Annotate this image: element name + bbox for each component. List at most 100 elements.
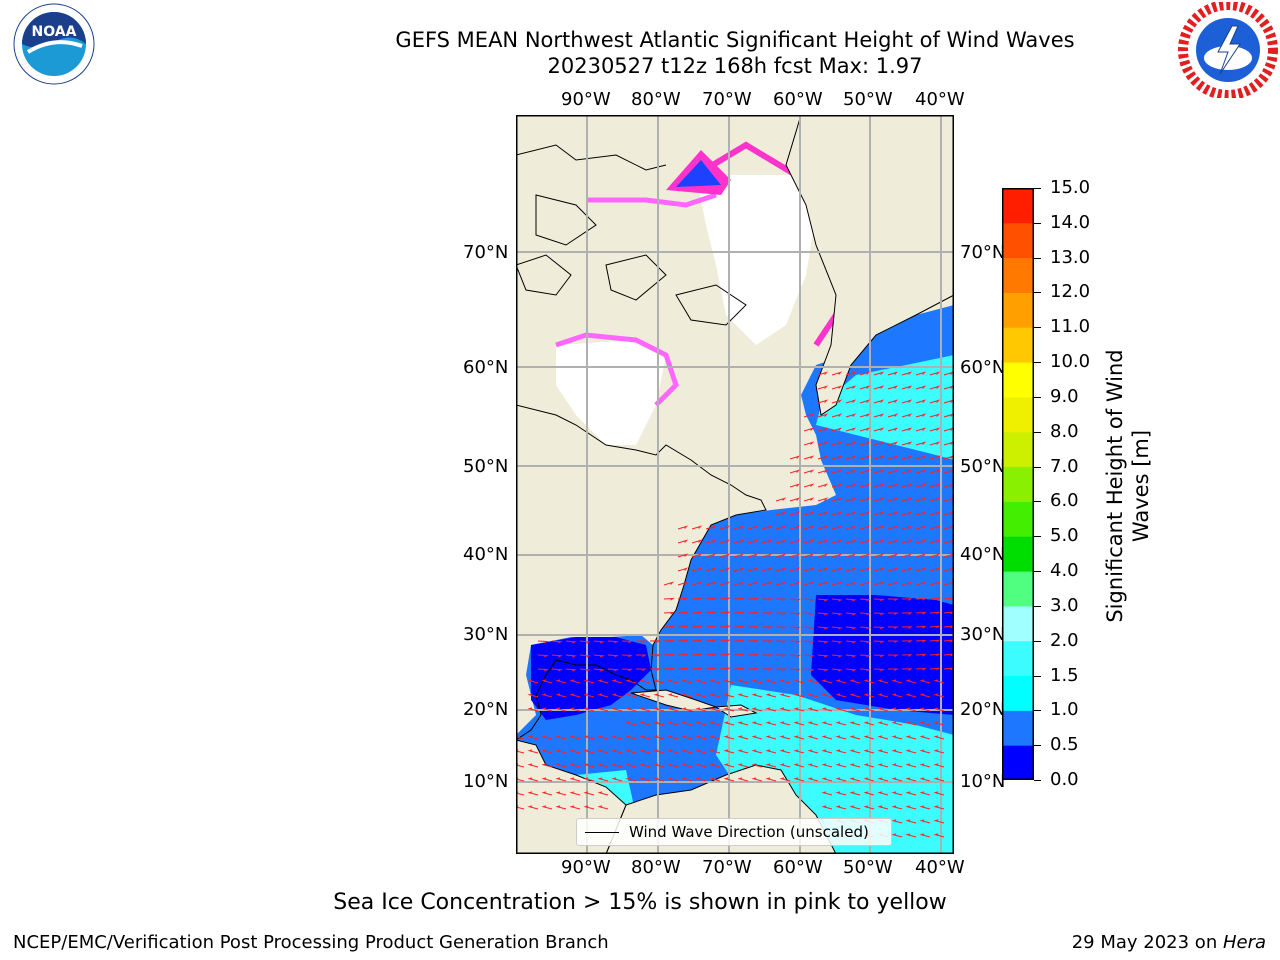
wave-direction-arrow [779,693,791,698]
wave-direction-arrow [845,654,857,658]
wave-direction-arrow [639,749,651,754]
wave-direction-arrow [653,735,665,740]
wave-direction-arrow [793,749,805,754]
wave-direction-arrow [719,625,731,629]
wave-direction-arrow [635,640,647,644]
wave-direction-arrow [803,668,815,672]
wave-direction-arrow [593,640,605,644]
wave-direction-arrow [803,626,815,630]
wave-direction-arrow [817,371,829,376]
wave-direction-arrow [803,427,815,432]
wave-direction-arrow [845,567,857,572]
wave-direction-arrow [915,639,927,643]
wave-direction-arrow [905,679,917,684]
lon-label-bottom-70w: 70°W [702,857,752,878]
colorbar-tick-mark [1034,571,1041,573]
wave-direction-arrow [891,679,903,684]
wave-direction-arrow [821,735,833,740]
gridlines [516,115,954,854]
wave-direction-arrow [831,511,843,516]
wave-direction-arrow [929,611,941,615]
wave-direction-arrow [789,497,801,502]
wave-direction-arrow [579,654,591,658]
wave-direction-arrow [667,721,679,726]
wave-direction-arrow [751,777,763,782]
wave-direction-arrow [611,749,623,754]
wave-direction-arrow [831,525,843,530]
wave-direction-arrow [709,763,721,768]
wave-direction-arrow [859,525,871,530]
wave-direction-arrow [537,668,549,672]
wave-direction-arrow [621,640,633,644]
wave-direction-arrow [933,833,945,838]
wave-direction-arrow [793,679,805,684]
wave-direction-arrow [775,626,787,630]
wave-direction-arrow [775,567,787,572]
wave-direction-arrow [915,525,927,530]
wave-direction-arrow [527,777,539,782]
wave-direction-arrow [565,668,577,672]
wave-direction-arrow [887,567,899,572]
wave-direction-arrow [695,749,707,754]
wave-direction-arrow [873,654,885,658]
colorbar-tick-mark [1034,501,1041,503]
wave-direction-arrow [611,679,623,684]
wave-direction-arrow [555,679,567,684]
wave-direction-arrow [915,469,927,474]
wave-direction-arrow [887,441,899,446]
wave-direction-arrow [593,668,605,672]
wave-direction-arrow [891,833,903,838]
wave-direction-arrow [653,749,665,754]
wave-direction-arrow [859,371,871,376]
wave-direction-arrow [789,581,801,586]
wave-direction-arrow [873,469,885,474]
wave-direction-arrow [915,371,927,376]
wave-direction-arrow [849,791,861,796]
wave-direction-arrow [863,749,875,754]
na-coastline [516,404,767,741]
wave-direction-arrow [915,413,927,418]
wave-direction-arrow [915,511,927,516]
wave-direction-arrow [765,679,777,684]
wave-direction-arrow [845,441,857,446]
wave-direction-arrow [831,539,843,544]
wave-direction-arrow [835,791,847,796]
wave-direction-arrow [527,679,539,684]
colorbar-segment [1002,362,1034,398]
colorbar-tick-mark [1034,605,1041,607]
wave-direction-arrow [719,597,731,601]
wave-direction-arrow [789,598,801,602]
wave-direction-arrow [607,654,619,658]
wave-direction-arrow [901,539,913,544]
wave-direction-arrow [901,581,913,586]
wave-direction-arrow [639,693,651,698]
colorbar-tick-mark [1034,327,1041,329]
wave-direction-arrow [817,483,829,488]
wave-direction-arrow [541,707,553,712]
wave-direction-arrow [555,777,567,782]
lon-label-top-50w: 50°W [843,89,893,110]
wave-direction-arrow [555,693,567,698]
wave-direction-arrow [933,693,945,698]
wave-direction-arrow [905,749,917,754]
wave-direction-arrow [625,749,637,754]
wave-direction-arrow [597,777,609,782]
map-subtitle: 20230527 t12z 168h fcst Max: 1.97 [547,54,923,78]
wave-direction-arrow [737,763,749,768]
wave-direction-arrow [887,399,899,404]
colorbar-tick-label: 12.0 [1050,281,1091,303]
wave-direction-arrow [817,581,829,586]
wave-direction-arrow [845,427,857,432]
wave-direction-arrow [821,707,833,712]
lon-label-bottom-50w: 50°W [843,857,893,878]
wave-direction-arrow [705,539,717,544]
lon-label-bottom-60w: 60°W [773,857,823,878]
wave-direction-arrow [789,455,801,460]
colorbar-tick-label: 8.0 [1050,420,1079,442]
wave-direction-arrow [849,707,861,712]
wave-direction-arrow [849,749,861,754]
wave-direction-arrow [565,640,577,644]
wave-direction-arrow [537,640,549,644]
wave-direction-arrow [915,385,927,390]
colorbar-tick-label: 9.0 [1050,385,1079,407]
